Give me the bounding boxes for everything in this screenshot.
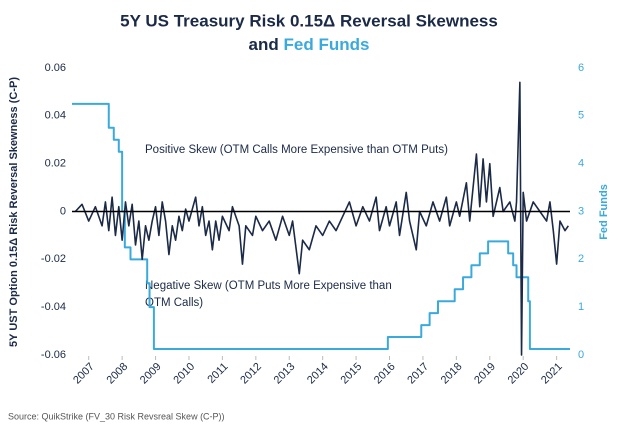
y2-tick-label: 4 <box>578 158 584 170</box>
y-tick-label: 0.06 <box>45 62 66 74</box>
x-tick-label: 2015 <box>338 361 364 387</box>
x-tick-label: 2014 <box>305 361 331 387</box>
y-tick-label: 0 <box>60 205 66 217</box>
y2-tick-label: 0 <box>578 349 584 361</box>
title-and: and <box>249 35 279 54</box>
x-tick-label: 2007 <box>71 361 97 387</box>
x-tick-label: 2021 <box>539 361 565 387</box>
x-tick-label: 2011 <box>205 361 230 386</box>
source: Source: QuikStrike (FV_30 Risk Revsreal … <box>8 411 225 421</box>
y2-tick-label: 6 <box>578 62 584 74</box>
y-tick-label: -0.04 <box>41 301 66 313</box>
x-tick-label: 2019 <box>472 361 498 387</box>
x-tick-label: 2012 <box>238 361 264 387</box>
y2-tick-label: 2 <box>578 253 584 265</box>
y2-tick-label: 5 <box>578 110 584 122</box>
x-tick-label: 2018 <box>439 361 465 387</box>
x-tick-label: 2020 <box>506 361 532 387</box>
chart-title: 5Y US Treasury Risk 0.15Δ Reversal Skewn… <box>120 11 498 30</box>
title-highlight: Fed Funds <box>284 35 370 54</box>
x-tick-label: 2017 <box>405 361 431 387</box>
y-tick-label: -0.06 <box>41 349 66 361</box>
y-tick-label: -0.02 <box>41 253 66 265</box>
annotation: Positive Skew (OTM Calls More Expensive … <box>145 144 448 156</box>
annotation: OTM Calls) <box>145 297 203 309</box>
y2-axis-label: Fed Funds <box>598 184 610 240</box>
x-tick-label: 2016 <box>372 361 398 387</box>
y2-tick-label: 1 <box>578 301 584 313</box>
annotation: Negative Skew (OTM Puts More Expensive t… <box>145 280 392 292</box>
x-tick-label: 2010 <box>171 361 197 387</box>
x-tick-label: 2008 <box>105 361 131 387</box>
y-tick-label: 0.04 <box>45 110 66 122</box>
y-axis-label: 5Y UST Option 0.15Δ Risk Reversal Skewne… <box>8 77 20 347</box>
series-line <box>72 102 570 351</box>
x-tick-label: 2009 <box>138 361 164 387</box>
series-line <box>74 81 569 356</box>
y-tick-label: 0.02 <box>45 158 66 170</box>
chart-title-line2: and Fed Funds <box>249 35 370 54</box>
x-tick-label: 2013 <box>272 361 298 387</box>
y2-tick-label: 3 <box>578 205 584 217</box>
